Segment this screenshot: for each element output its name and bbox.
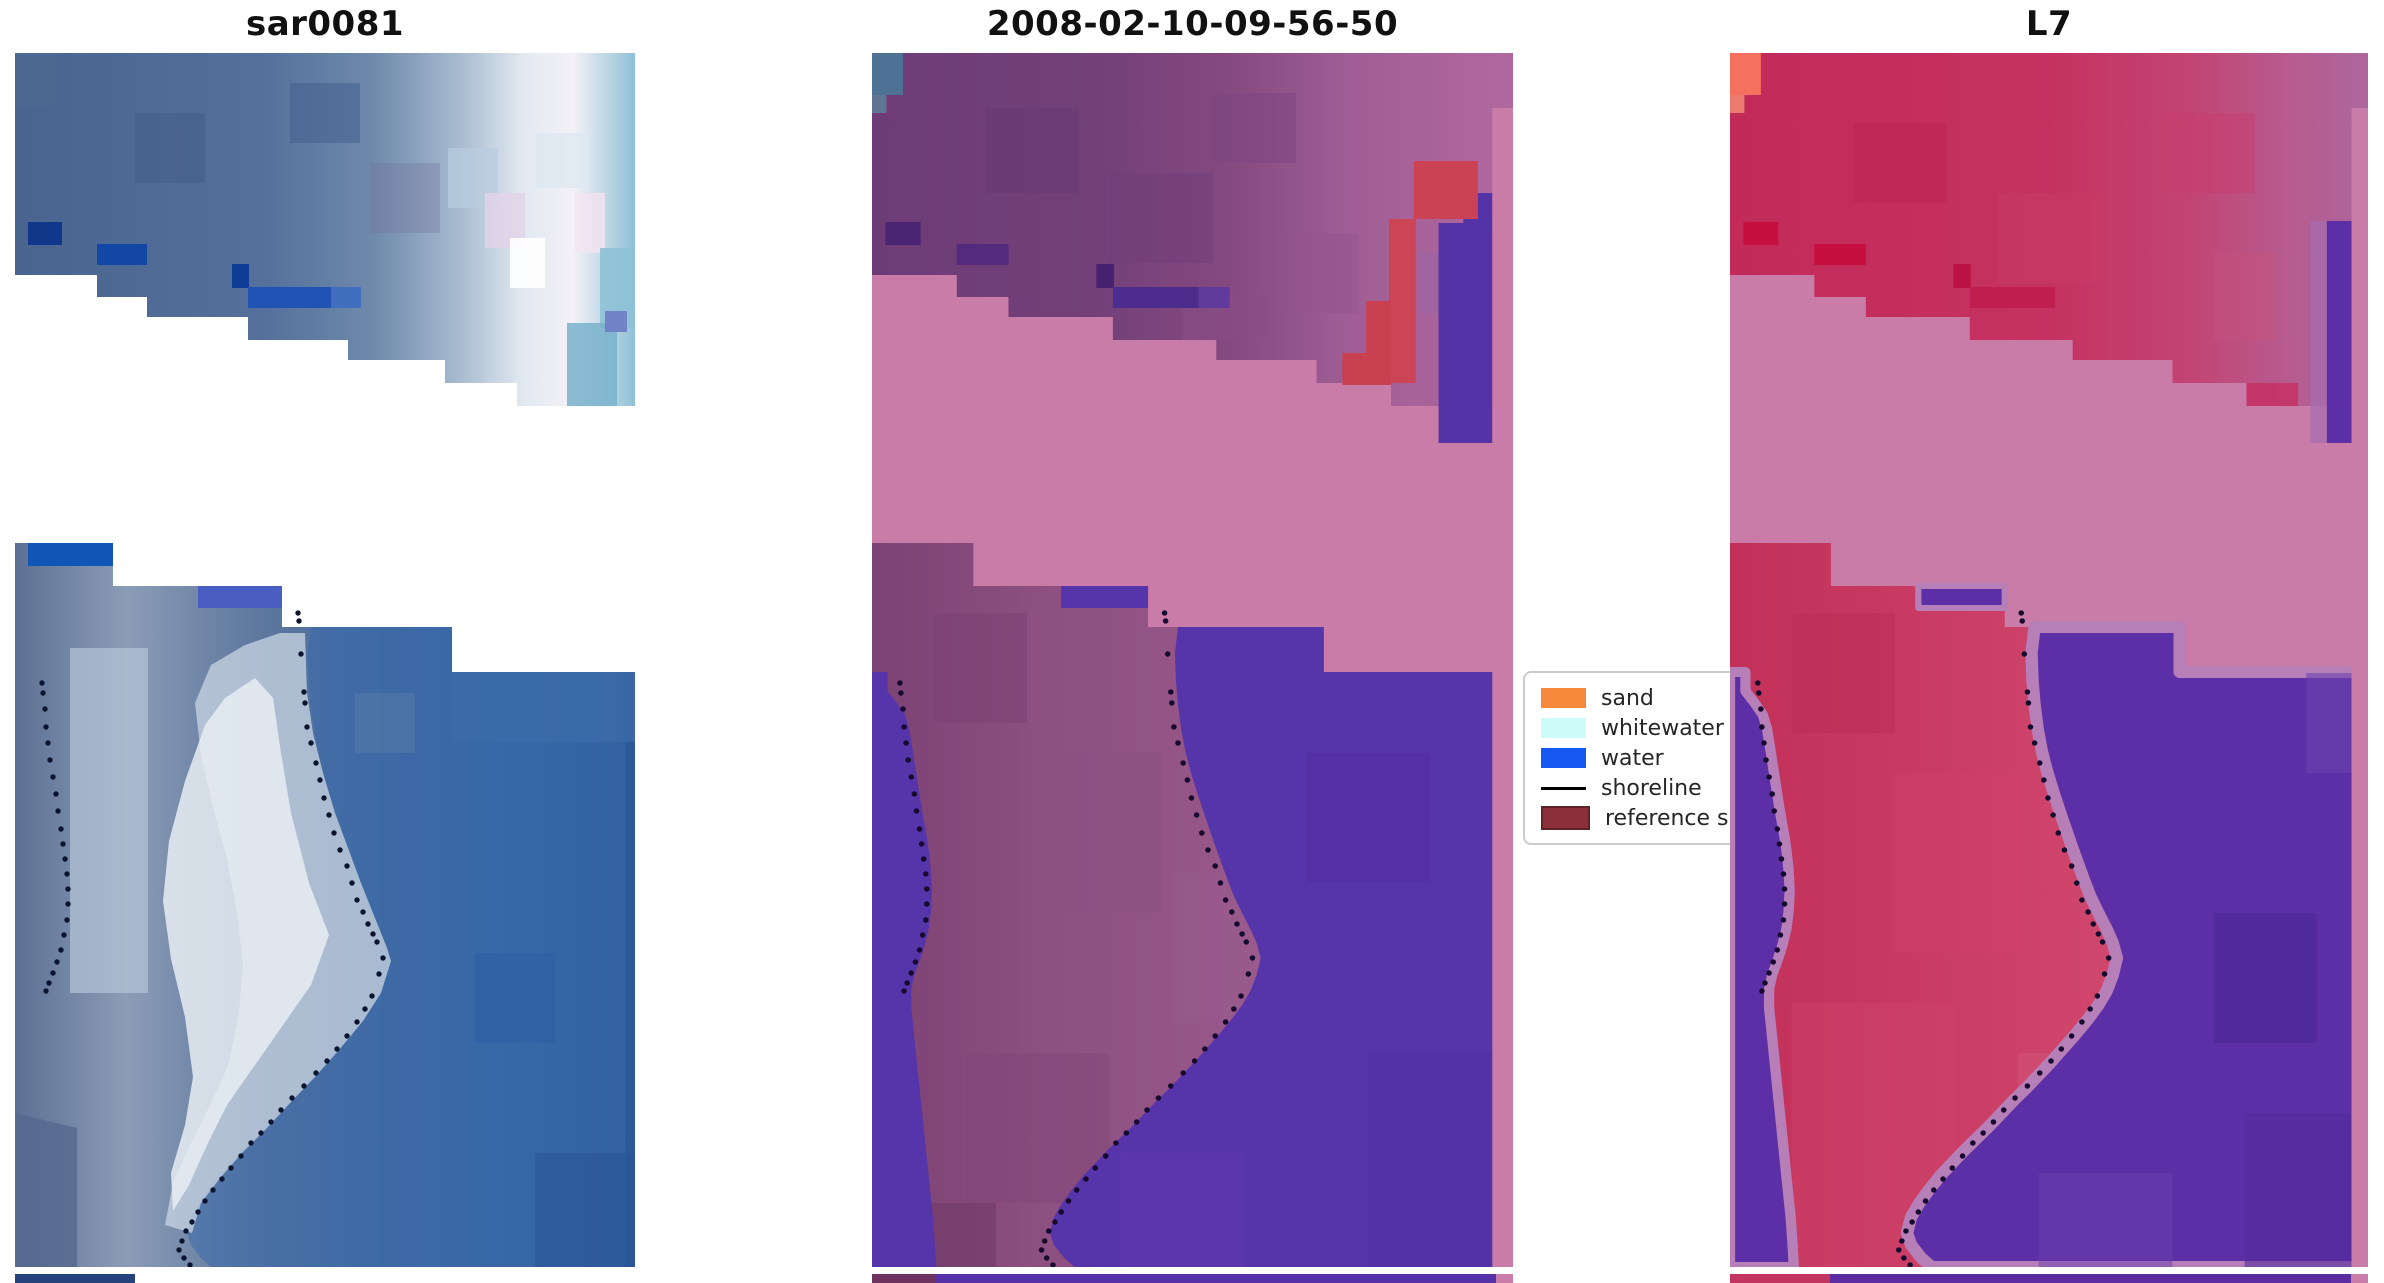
image-fragment bbox=[1830, 1274, 2351, 1283]
panel-title-sar0081: sar0081 bbox=[245, 4, 405, 44]
legend-item-shoreline: shoreline bbox=[1541, 773, 1755, 803]
image-fragment bbox=[1496, 1274, 1513, 1283]
legend-item-whitewater: whitewater bbox=[1541, 713, 1755, 743]
reference-shoreline-swatch-icon bbox=[1541, 806, 1590, 830]
legend-label: sand bbox=[1601, 685, 1654, 711]
water-swatch-icon bbox=[1541, 748, 1586, 768]
legend-item-reference-shoreline: reference sho bbox=[1541, 803, 1756, 833]
image-fragment bbox=[872, 1274, 936, 1283]
sand-swatch-icon bbox=[1541, 688, 1586, 708]
legend-label: shoreline bbox=[1601, 775, 1702, 801]
legend-label: water bbox=[1601, 745, 1664, 771]
panel-image-classified bbox=[872, 53, 1513, 1267]
panel-title-l7: L7 bbox=[2025, 4, 2073, 44]
shoreline-line-icon bbox=[1541, 786, 1586, 790]
legend-item-sand: sand bbox=[1541, 683, 1755, 713]
legend-label: whitewater bbox=[1601, 715, 1724, 741]
legend-item-water: water bbox=[1541, 743, 1755, 773]
image-fragment bbox=[936, 1274, 1496, 1283]
panel-image-sar0081 bbox=[15, 53, 635, 1267]
image-fragment bbox=[1730, 1274, 1830, 1283]
whitewater-swatch-icon bbox=[1541, 718, 1586, 738]
panel-title-date: 2008-02-10-09-56-50 bbox=[986, 4, 1399, 44]
panel-image-l7 bbox=[1730, 53, 2368, 1267]
image-fragment bbox=[2351, 1274, 2368, 1283]
image-fragment bbox=[15, 1274, 135, 1283]
